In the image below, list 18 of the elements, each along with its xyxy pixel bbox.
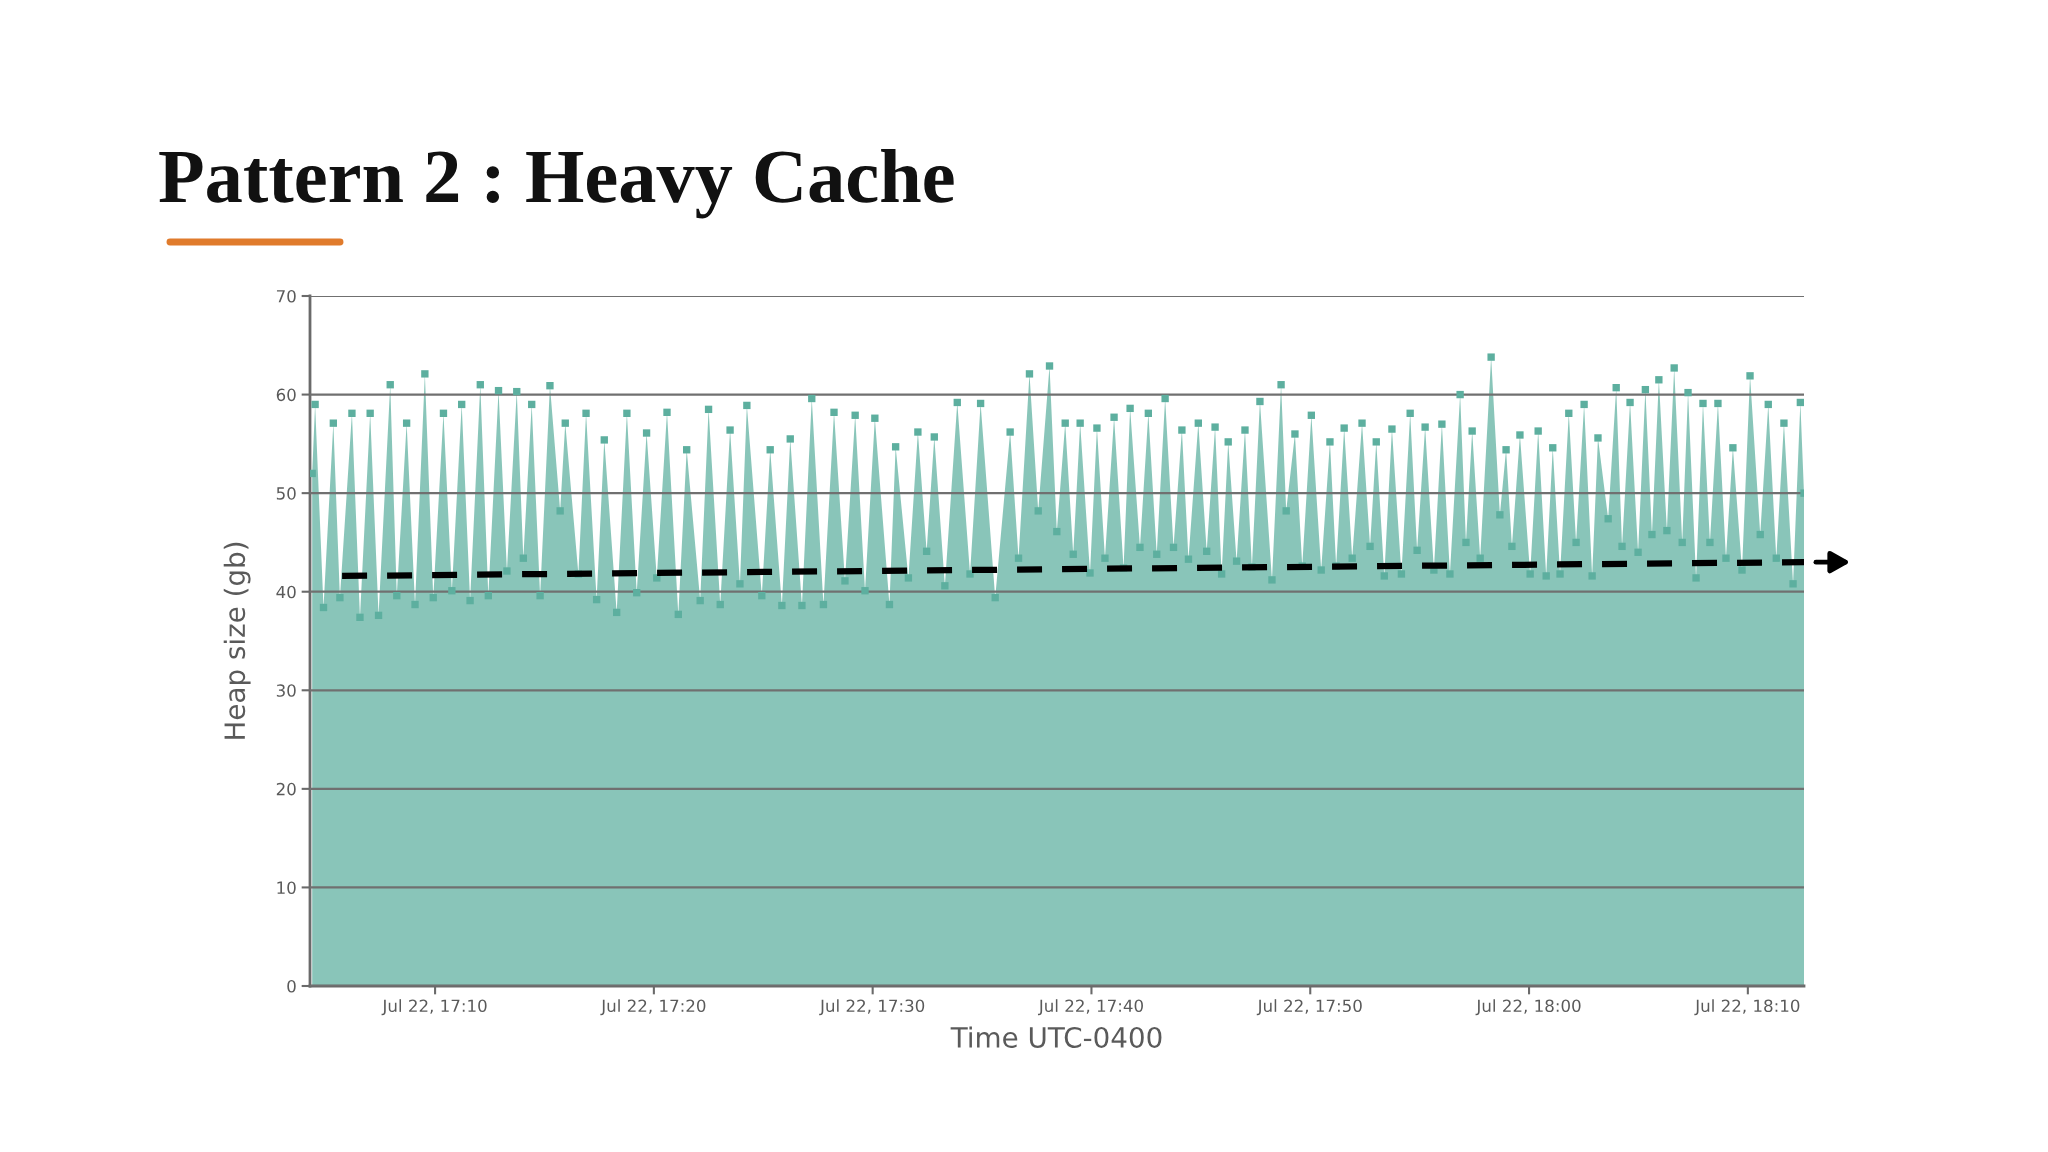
x-tick-label: Jul 22, 17:30 (819, 999, 925, 1016)
y-axis-title: Heap size (gb) (223, 542, 251, 739)
y-tick-label: 50 (276, 487, 296, 500)
chart-title: Pattern 2 : Heavy Cache (159, 148, 954, 219)
y-tick-label: 20 (276, 782, 296, 796)
y-tick-label: 10 (277, 881, 296, 894)
x-tick-label: Jul 22, 18:00 (1475, 999, 1581, 1016)
y-tick-label: 40 (276, 585, 296, 599)
y-tick-label: 60 (276, 388, 296, 402)
x-tick-label: Jul 22, 18:10 (1694, 999, 1800, 1016)
y-tick-label: 70 (276, 289, 296, 303)
x-tick-label: Jul 22, 17:50 (1256, 999, 1362, 1016)
y-tick-label: 30 (276, 684, 296, 697)
x-axis-title: Time UTC-0400 (950, 1026, 1162, 1048)
x-tick-label: Jul 22, 17:40 (1037, 999, 1143, 1016)
y-tick-label: 0 (287, 979, 296, 993)
x-tick-label: Jul 22, 17:10 (381, 999, 487, 1016)
x-tick-label: Jul 22, 17:20 (600, 999, 706, 1016)
